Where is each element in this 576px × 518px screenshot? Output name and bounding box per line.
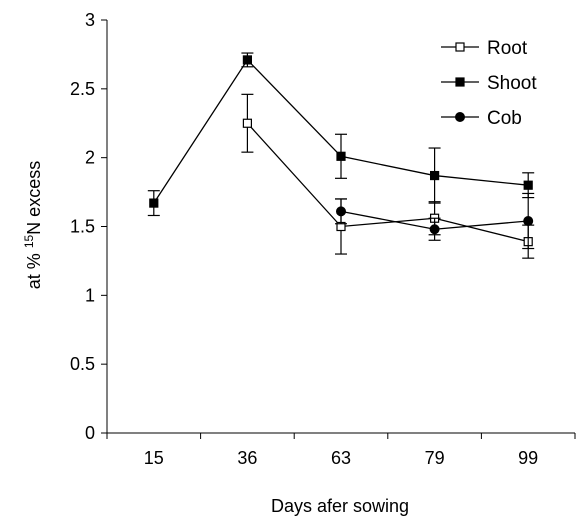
x-axis-label: Days afer sowing (271, 496, 409, 516)
root-line (246, 122, 529, 243)
series-layer (147, 52, 535, 259)
x-tick-label: 79 (425, 448, 445, 468)
cob-point (523, 215, 534, 226)
y-axis-ticks: 0 0.5 1 1.5 2 2.5 3 (70, 10, 107, 443)
legend-marker-root (455, 42, 465, 52)
legend-item-shoot: Shoot (441, 73, 537, 94)
y-axis-label-suffix: N excess (24, 161, 44, 235)
legend-item-cob: Cob (441, 108, 522, 129)
x-axis-ticks: 15 36 63 79 99 (106, 433, 576, 468)
y-tick-label: 0 (85, 423, 95, 443)
legend-item-root: Root (441, 38, 528, 59)
legend-label-shoot: Shoot (487, 73, 537, 94)
shoot-point (336, 151, 346, 161)
legend-label-cob: Cob (487, 108, 522, 129)
y-axis-label-prefix: at % (24, 248, 44, 289)
x-tick-label: 15 (144, 448, 164, 468)
y-axis-label-superscript: 15 (22, 235, 36, 249)
shoot-point (430, 170, 440, 181)
shoot-point (149, 198, 159, 208)
shoot-point (242, 55, 252, 65)
y-tick-label: 2.5 (70, 79, 95, 99)
x-tick-label: 99 (518, 448, 538, 468)
shoot-point (523, 180, 533, 190)
y-tick-label: 1.5 (70, 217, 95, 237)
x-tick-label: 36 (237, 448, 257, 468)
y-tick-label: 2 (85, 148, 95, 168)
legend-marker-cob (455, 112, 465, 122)
legend-marker-shoot (455, 77, 465, 87)
y-tick-label: 1 (85, 285, 95, 305)
legend-label-root: Root (487, 38, 528, 59)
cob-point (429, 224, 440, 235)
cob-point (336, 206, 346, 217)
root-point (242, 118, 252, 128)
legend: Root Shoot Cob (441, 38, 537, 129)
y-axis-label: at % 15N excess (22, 161, 44, 289)
y-tick-label: 3 (85, 10, 95, 30)
series-shoot (147, 52, 535, 217)
x-tick-label: 63 (331, 448, 351, 468)
y-tick-label: 0.5 (70, 354, 95, 374)
series-cob (335, 192, 535, 250)
